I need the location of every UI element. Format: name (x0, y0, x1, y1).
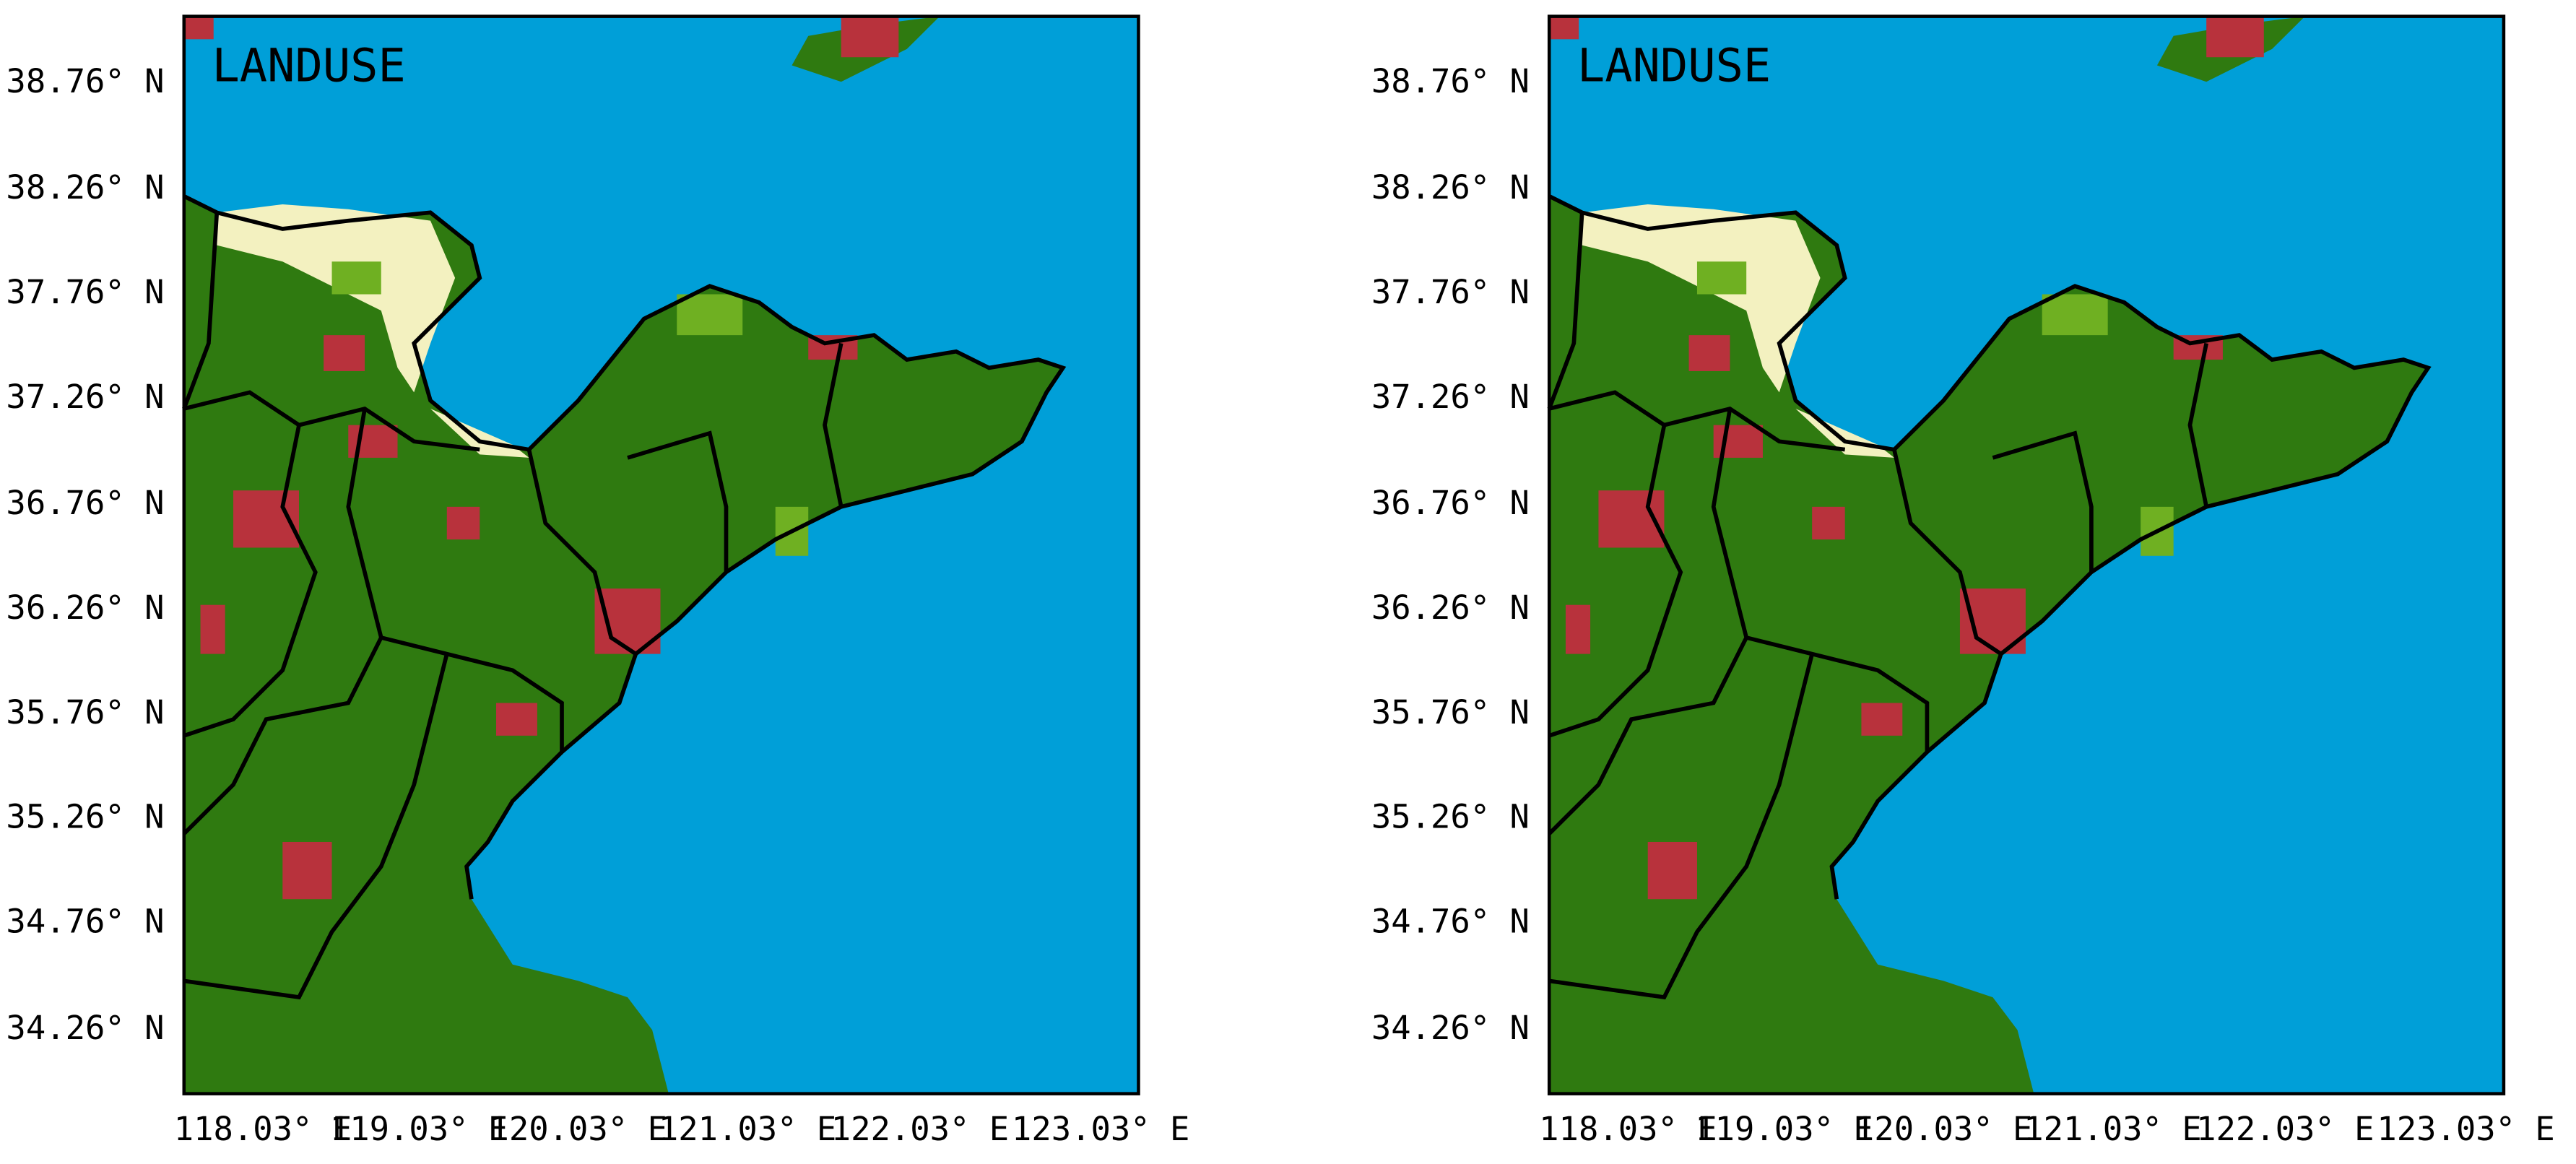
longitude-label: 121.03° E (659, 1110, 836, 1148)
latitude-label: 37.26° N (1371, 378, 1530, 416)
longitude-label: 119.03° E (1695, 1110, 1873, 1148)
latitude-label: 35.76° N (6, 693, 164, 731)
latitude-label: 35.76° N (1371, 693, 1530, 731)
longitude-label: 121.03° E (2024, 1110, 2201, 1148)
latitude-label: 36.26° N (1371, 588, 1530, 627)
latitude-label: 36.76° N (1371, 484, 1530, 522)
longitude-label: 123.03° E (2377, 1110, 2554, 1148)
latitude-label: 37.26° N (6, 378, 164, 416)
longitude-label: 120.03° E (490, 1110, 667, 1148)
latitude-label: 34.76° N (6, 903, 164, 941)
latitude-label: 34.76° N (1371, 903, 1530, 941)
land-use-map (184, 17, 1139, 1094)
latitude-label: 38.26° N (6, 168, 164, 207)
latitude-label: 38.76° N (1371, 62, 1530, 100)
latitude-label: 34.26° N (6, 1009, 164, 1047)
longitude-label: 120.03° E (1855, 1110, 2032, 1148)
latitude-label: 36.76° N (6, 484, 164, 522)
latitude-label: 35.26° N (1371, 798, 1530, 836)
longitude-label: 118.03° E (174, 1110, 352, 1148)
longitude-label: 122.03° E (2196, 1110, 2374, 1148)
map-title: LANDUSE (1577, 39, 1771, 92)
map-panel: LANDUSE 38.76° N 38.26° N 37.76° N 37.26° N 3… (6, 17, 1189, 1148)
panels: LANDUSE 38.76° N 38.26° N 37.76° N 37.26° N 3… (6, 17, 2555, 1148)
latitude-label: 37.76° N (1371, 273, 1530, 311)
latitude-label: 34.26° N (1371, 1009, 1530, 1047)
longitude-label: 118.03° E (1539, 1110, 1717, 1148)
longitude-label: 123.03° E (1012, 1110, 1189, 1148)
longitude-label: 119.03° E (330, 1110, 508, 1148)
latitude-label: 37.76° N (6, 273, 164, 311)
map-title: LANDUSE (212, 39, 405, 92)
map-panel: LANDUSE 38.76° N 38.26° N 37.76° N 37.26° N 3… (1371, 17, 2555, 1148)
latitude-label: 38.26° N (1371, 168, 1530, 207)
longitude-label: 122.03° E (831, 1110, 1009, 1148)
latitude-label: 36.26° N (6, 588, 164, 627)
land-use-map (1549, 17, 2504, 1094)
latitude-label: 38.76° N (6, 62, 164, 100)
latitude-label: 35.26° N (6, 798, 164, 836)
